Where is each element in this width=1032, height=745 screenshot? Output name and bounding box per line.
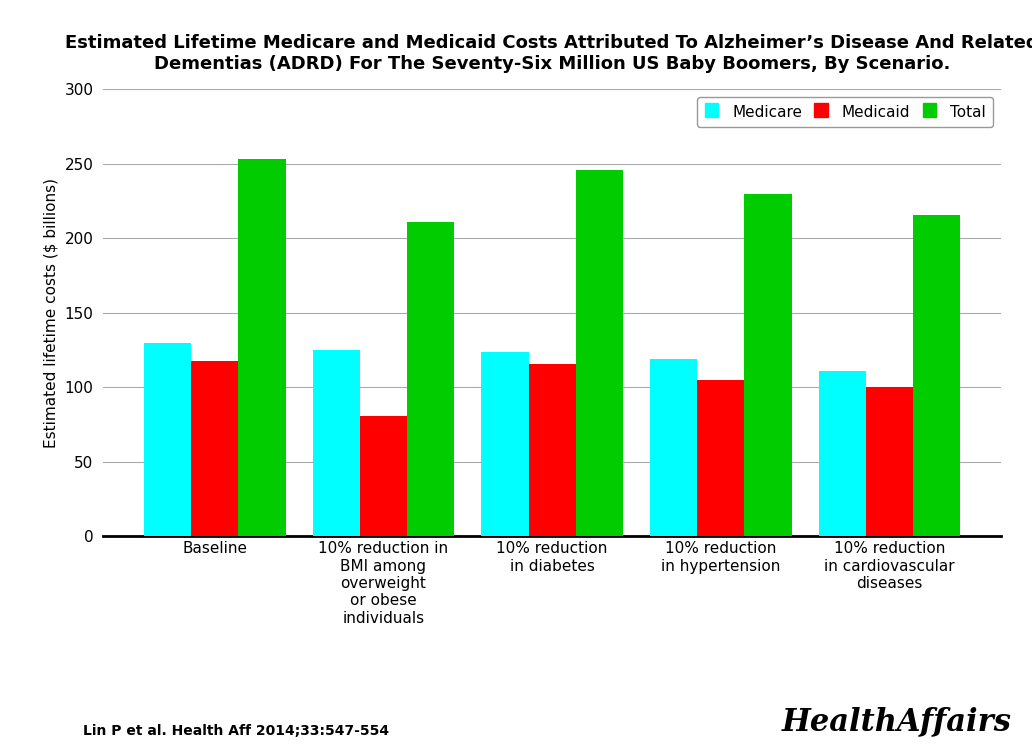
Bar <box>191 361 238 536</box>
Bar <box>407 222 454 536</box>
Bar <box>360 416 407 536</box>
Text: HealthAffairs: HealthAffairs <box>781 706 1011 738</box>
Bar <box>650 359 698 536</box>
Bar <box>744 194 792 536</box>
Bar <box>481 352 528 536</box>
Bar <box>313 350 360 536</box>
Bar <box>238 159 286 536</box>
Bar <box>144 343 191 536</box>
Bar <box>528 364 576 536</box>
Bar <box>818 371 866 536</box>
Text: Lin P et al. Health Aff 2014;33:547-554: Lin P et al. Health Aff 2014;33:547-554 <box>83 723 389 738</box>
Bar <box>913 215 960 536</box>
Y-axis label: Estimated lifetime costs ($ billions): Estimated lifetime costs ($ billions) <box>44 178 59 448</box>
Legend: Medicare, Medicaid, Total: Medicare, Medicaid, Total <box>697 97 994 127</box>
Title: Estimated Lifetime Medicare and Medicaid Costs Attributed To Alzheimer’s Disease: Estimated Lifetime Medicare and Medicaid… <box>65 34 1032 72</box>
Bar <box>866 387 913 536</box>
Bar <box>698 380 744 536</box>
Bar <box>576 170 623 536</box>
